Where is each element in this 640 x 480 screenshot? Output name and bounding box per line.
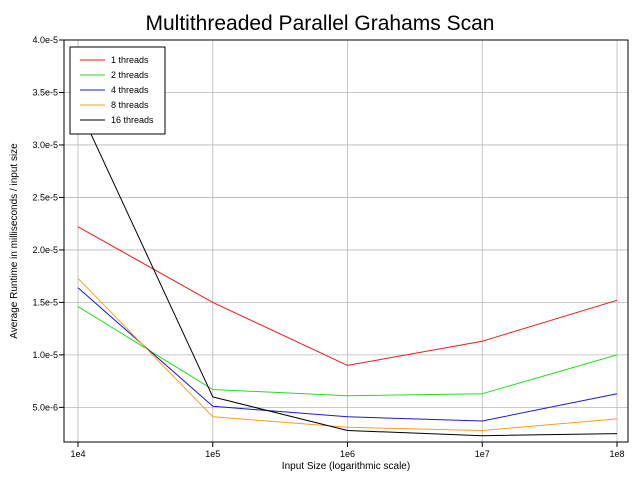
y-tick-label: 1.0e-5 (32, 350, 58, 360)
y-axis-title: Average Runtime in milliseconds / input … (9, 143, 20, 339)
y-tick-label: 5.0e-6 (32, 402, 58, 412)
x-axis-title: Input Size (logarithmic scale) (282, 461, 410, 472)
plot-frame (63, 39, 629, 443)
y-tick-label: 4.0e-5 (32, 35, 58, 45)
legend-label: 4 threads (111, 85, 149, 95)
x-tick-label: 1e8 (609, 449, 624, 459)
legend: 1 threads 2 threads 4 threads 8 threads 16 t… (69, 46, 166, 135)
y-axis: 5.0e-6 1.0e-5 1.5e-5 2.0e-5 2.5e-5 3.0e-5 3.5e… (32, 35, 64, 412)
series-line-2-threads (77, 306, 618, 397)
series-group (77, 105, 618, 437)
series-line-4-threads (77, 287, 618, 422)
y-tick-label: 1.5e-5 (32, 297, 58, 307)
series-line-1-threads (77, 226, 618, 366)
x-axis: 1e4 1e5 1e6 1e7 1e8 (70, 442, 625, 459)
legend-label: 16 threads (111, 115, 154, 125)
x-tick-label: 1e7 (475, 449, 490, 459)
y-tick-label: 3.0e-5 (32, 140, 58, 150)
y-tick-label: 3.5e-5 (32, 87, 58, 97)
series-line-16-threads (77, 105, 618, 437)
y-tick-label: 2.0e-5 (32, 245, 58, 255)
x-tick-label: 1e6 (340, 449, 355, 459)
series-line-8-threads (77, 277, 618, 431)
legend-label: 2 threads (111, 70, 149, 80)
grid (64, 39, 628, 442)
y-tick-label: 2.5e-5 (32, 192, 58, 202)
legend-label: 8 threads (111, 100, 149, 110)
legend-label: 1 threads (111, 55, 149, 65)
x-tick-label: 1e4 (70, 449, 85, 459)
x-tick-label: 1e5 (205, 449, 220, 459)
chart-title: Multithreaded Parallel Grahams Scan (145, 12, 494, 35)
